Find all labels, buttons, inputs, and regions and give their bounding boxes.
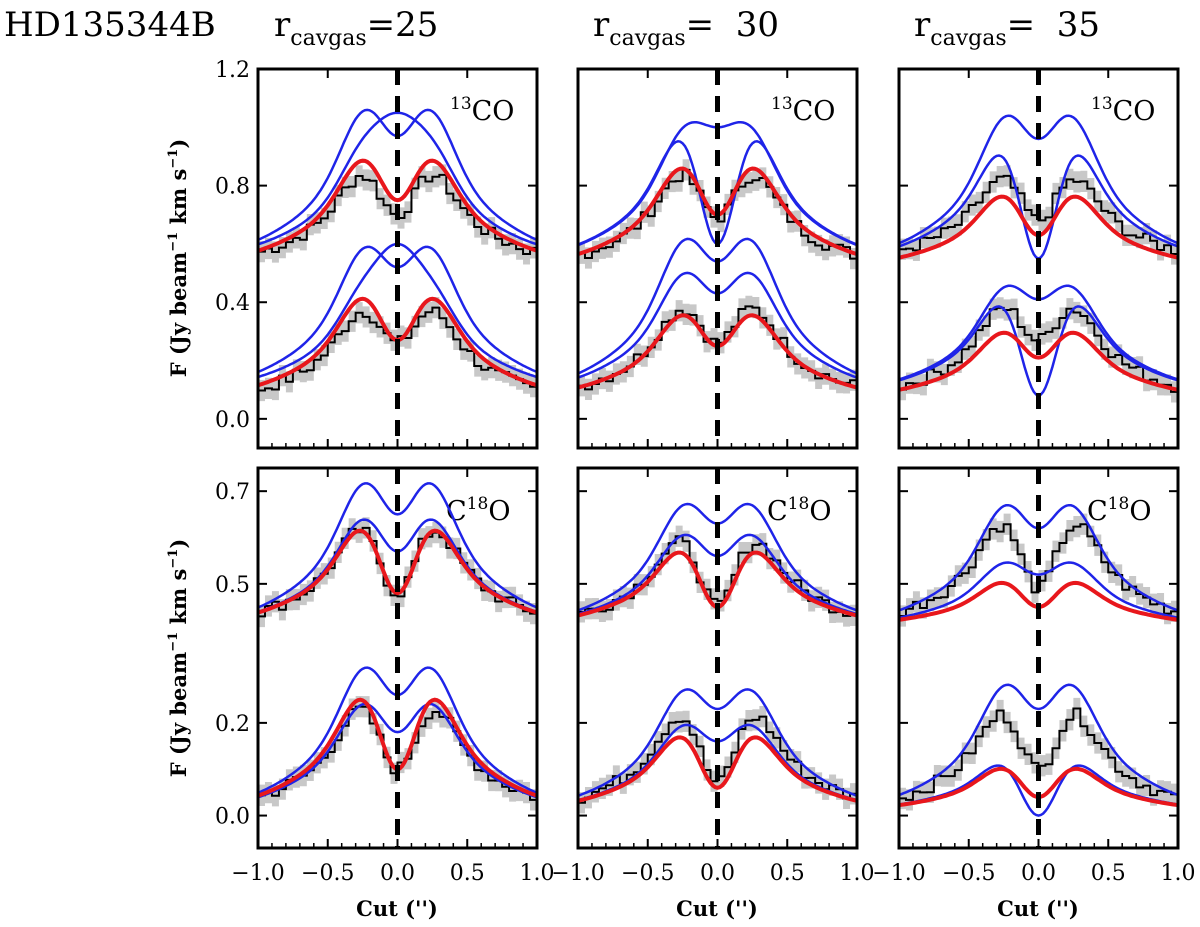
error-band-r2c3-cut2 — [899, 697, 1178, 811]
x-tick-label-r2c3-4: 1.0 — [1161, 861, 1196, 886]
plot-layer: 0.0 0.4 0.8 1.2 0.0 0.2 0.5 0.7 −1.0 −0.5 0.0 0.5 1.… — [215, 58, 1196, 886]
panel-r2c2: −1.0 −0.5 0.0 0.5 1.0 — [551, 466, 875, 886]
species-label-r2c2-sup: 18 — [788, 494, 810, 514]
species-label-r2c2-prefix: C — [767, 496, 788, 527]
x-axis-title-3: Cut ('') — [997, 896, 1079, 921]
y-axis-title-bottom-mid: km s — [166, 569, 191, 632]
y-tick-label-r1c1-3: 1.2 — [215, 58, 250, 83]
x-tick-label-r2c2-1: −0.5 — [621, 861, 674, 886]
model-blue-1-r2c1-cut1 — [258, 482, 537, 609]
species-label-r2c1: C18O — [446, 494, 510, 527]
species-label-r2c2: C18O — [767, 494, 831, 527]
species-label-r2c1-text: O — [488, 496, 510, 527]
y-tick-label-r1c1-1: 0.4 — [215, 291, 250, 316]
y-axis-title-top-exp: −1 — [166, 232, 181, 252]
error-band-r2c3-cut1 — [899, 513, 1178, 627]
species-label-r2c3-sup: 18 — [1108, 494, 1130, 514]
species-label-r2c3-prefix: C — [1087, 496, 1108, 527]
data-step-r2c3-cut2 — [899, 707, 1178, 801]
column-header-1: rcavgas=25 — [274, 5, 438, 51]
species-label-r2c3: C18O — [1087, 494, 1151, 527]
panel-r1c3 — [897, 67, 1180, 450]
species-label-r1c3-sup: 13 — [1091, 94, 1113, 114]
species-label-r1c3-text: CO — [1113, 96, 1156, 127]
column-header-3: rcavgas= 35 — [914, 5, 1100, 51]
species-label-r1c1-text: CO — [472, 96, 515, 127]
x-tick-label-r2c1-2: 0.0 — [380, 861, 415, 886]
y-axis-title-bottom-pre: F (Jy beam — [166, 652, 191, 777]
column-header-1-subscript: cavgas — [290, 26, 366, 51]
column-header-2-rest: = 30 — [686, 5, 779, 45]
y-tick-label-r1c1-2: 0.8 — [215, 175, 250, 200]
y-axis-title-bottom: F (Jy beam−1 km s−1) — [166, 539, 191, 778]
column-header-3-subscript: cavgas — [930, 26, 1006, 51]
model-blue-2-r2c3-cut1 — [899, 561, 1178, 619]
y-axis-title-top-mid: km s — [166, 169, 191, 232]
species-label-r1c3: 13CO — [1091, 94, 1155, 127]
model-blue-1-r2c2-cut2 — [578, 688, 857, 797]
y-tick-label-r1c1-0: 0.0 — [215, 408, 250, 433]
species-label-r1c1-sup: 13 — [450, 94, 472, 114]
y-tick-label-r2c1-3: 0.7 — [215, 480, 250, 505]
x-tick-label-r2c1-1: −0.5 — [301, 861, 354, 886]
species-label-r1c2-text: CO — [793, 96, 836, 127]
species-label-r2c1-prefix: C — [446, 496, 467, 527]
panel-r2c1: 0.0 0.2 0.5 0.7 −1.0 −0.5 0.0 0.5 1.0 — [215, 466, 555, 886]
x-axis-title-2: Cut ('') — [676, 896, 758, 921]
figure-label: HD135344B — [4, 5, 216, 45]
model-red-r1c3-cut2 — [899, 330, 1178, 392]
model-red-r1c1-cut1 — [258, 158, 537, 253]
y-axis-title-bottom-exp2: −1 — [166, 549, 181, 569]
column-header-1-rest: =25 — [367, 5, 439, 45]
panel-r1c2 — [576, 67, 859, 450]
x-tick-label-r2c2-0: −1.0 — [551, 861, 604, 886]
species-label-r1c2: 13CO — [771, 94, 835, 127]
y-axis-title-top: F (Jy beam−1 km s−1) — [166, 139, 191, 378]
panel-r1c1: 0.0 0.4 0.8 1.2 — [215, 58, 539, 450]
model-blue-2-r1c1-cut1 — [258, 111, 537, 246]
x-tick-label-r2c1-3: 0.5 — [450, 861, 485, 886]
x-tick-label-r2c3-1: −0.5 — [942, 861, 995, 886]
y-axis-title-bottom-exp: −1 — [166, 632, 181, 652]
species-label-r2c1-sup: 18 — [467, 494, 489, 514]
model-blue-2-r2c1-cut2 — [258, 702, 537, 799]
column-header-2-subscript: cavgas — [609, 26, 685, 51]
y-axis-title-top-exp2: −1 — [166, 149, 181, 169]
model-red-r2c1-cut1 — [258, 528, 537, 615]
species-label-r2c3-text: O — [1129, 496, 1151, 527]
y-axis-title-bottom-post: ) — [166, 539, 191, 549]
x-tick-label-r2c3-3: 0.5 — [1091, 861, 1126, 886]
model-blue-1-r2c3-cut2 — [899, 683, 1178, 797]
error-band-r2c2-cut2 — [578, 705, 857, 814]
species-label-r2c2-text: O — [809, 496, 831, 527]
y-tick-label-r2c1-1: 0.2 — [215, 712, 250, 737]
column-header-2: rcavgas= 30 — [593, 5, 779, 51]
model-red-r2c2-cut2 — [578, 735, 857, 803]
x-axis-title-1: Cut ('') — [356, 896, 438, 921]
x-tick-label-r2c3-0: −1.0 — [872, 861, 925, 886]
x-tick-label-r2c1-0: −1.0 — [231, 861, 284, 886]
species-label-r1c2-sup: 13 — [771, 94, 793, 114]
x-tick-label-r2c2-4: 1.0 — [840, 861, 875, 886]
y-tick-label-r2c1-2: 0.5 — [215, 573, 250, 598]
column-header-1-main: r — [274, 5, 291, 45]
x-tick-label-r2c1-4: 1.0 — [520, 861, 555, 886]
x-tick-label-r2c3-2: 0.0 — [1021, 861, 1056, 886]
y-tick-label-r2c1-0: 0.0 — [215, 805, 250, 830]
x-tick-label-r2c2-2: 0.0 — [700, 861, 735, 886]
column-header-3-main: r — [914, 5, 931, 45]
y-axis-title-top-post: ) — [166, 139, 191, 149]
column-header-2-main: r — [593, 5, 610, 45]
column-header-3-rest: = 35 — [1007, 5, 1100, 45]
panel-r2c3: −1.0 −0.5 0.0 0.5 1.0 — [872, 466, 1196, 886]
y-axis-title-top-pre: F (Jy beam — [166, 252, 191, 377]
species-label-r1c1: 13CO — [450, 94, 514, 127]
x-tick-label-r2c2-3: 0.5 — [770, 861, 805, 886]
